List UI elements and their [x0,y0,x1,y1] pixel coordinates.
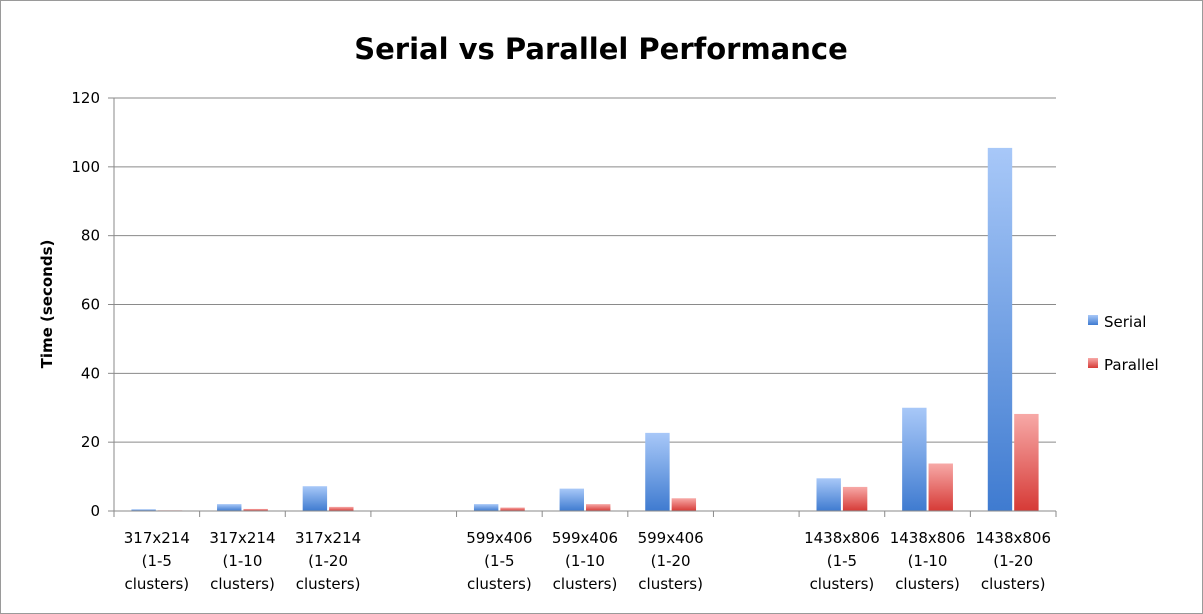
y-tick-label-1: 20 [81,433,100,451]
legend-label-serial: Serial [1104,313,1146,331]
y-tick-label-0: 0 [90,502,100,520]
bar-parallel-8 [842,486,868,511]
bar-serial-1 [217,504,242,511]
x-tick-labels: 317x214 (1-5 clusters) 317x214 (1-10 clusters… [124,529,1051,593]
bar-serial-0 [131,509,156,511]
x-tick-label-9-line-2: clusters) [895,575,960,593]
bar-parallel-4 [500,507,525,511]
bar-serial-8 [816,478,841,511]
x-tick-label-2-line-2: clusters) [296,575,361,593]
x-tick-label-8-line-2: clusters) [810,575,875,593]
bar-serial-6 [645,432,670,511]
y-tick-labels: 0 20 40 60 80 100 120 [71,89,100,520]
y-axis-label: Time (seconds) [38,240,56,369]
bar-parallel-1 [243,508,268,511]
legend-label-parallel: Parallel [1104,356,1159,374]
x-tick-label-0-line-2: clusters) [124,575,189,593]
x-tick-label-4-line-2: clusters) [467,575,532,593]
x-tick-label-10-line-0: 1438x806 [975,529,1051,547]
chart-title: Serial vs Parallel Performance [354,32,848,66]
legend: Serial Parallel [1088,313,1159,374]
y-tick-label-4: 80 [81,227,100,245]
x-tick-label-8-line-1: (1-5 [827,552,857,570]
x-tick-label-9-line-1: (1-10 [908,552,948,570]
x-tick-label-10-line-1: (1-20 [993,552,1033,570]
x-tick-label-8-line-0: 1438x806 [804,529,880,547]
x-tick-label-5-line-2: clusters) [553,575,618,593]
y-tick-label-5: 100 [71,158,100,176]
bar-parallel-6 [671,498,697,511]
x-tick-label-6-line-0: 599x406 [638,529,704,547]
x-tick-label-5-line-0: 599x406 [552,529,618,547]
y-tick-label-2: 40 [81,364,100,382]
x-tick-label-5-line-1: (1-10 [565,552,605,570]
y-tick-label-3: 60 [81,296,100,314]
bar-parallel-5 [586,504,611,511]
bar-parallel-10 [1014,413,1039,511]
bar-parallel-2 [329,506,354,511]
x-tick-label-1-line-2: clusters) [210,575,275,593]
x-tick-label-10-line-2: clusters) [981,575,1046,593]
bar-parallel-9 [928,463,953,511]
x-tick-label-2-line-0: 317x214 [295,529,361,547]
bar-serial-10 [987,147,1013,511]
bar-serial-9 [902,407,927,511]
x-tick-label-4-line-1: (1-5 [484,552,514,570]
x-tick-label-2-line-1: (1-20 [308,552,348,570]
bar-serial-5 [559,488,584,511]
x-tick-label-1-line-0: 317x214 [209,529,275,547]
gridlines [108,97,1056,512]
legend-swatch-parallel [1088,358,1098,368]
bar-serial-2 [302,486,328,511]
x-tick-label-1-line-1: (1-10 [223,552,263,570]
legend-swatch-serial [1088,315,1098,325]
bar-serial-4 [473,504,499,511]
bars [131,147,1039,511]
x-tick-label-9-line-0: 1438x806 [890,529,966,547]
y-tick-label-6: 120 [71,89,100,107]
x-tick-label-6-line-2: clusters) [638,575,703,593]
x-tick-label-0-line-0: 317x214 [124,529,190,547]
x-tick-label-0-line-1: (1-5 [142,552,172,570]
x-tick-label-6-line-1: (1-20 [651,552,691,570]
axes [113,98,1057,517]
x-tick-label-4-line-0: 599x406 [466,529,532,547]
